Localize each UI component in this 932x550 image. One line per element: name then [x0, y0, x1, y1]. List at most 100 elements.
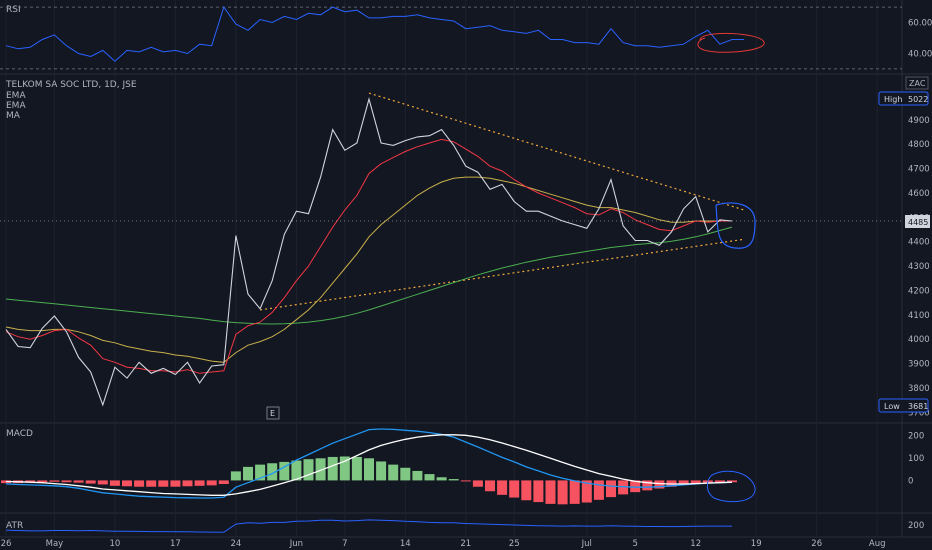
atr-tick-label: 200 [908, 521, 924, 531]
signal-line [5, 434, 733, 496]
macd-histogram-bar [412, 470, 423, 481]
x-tick-label: 26 [811, 539, 822, 549]
macd-histogram-bar [690, 480, 701, 484]
macd-histogram-bar [364, 458, 374, 481]
macd-histogram-bar [569, 480, 580, 504]
low-tag-value: 3681 [908, 402, 928, 411]
macd-histogram-bar [351, 456, 362, 481]
rsi-line [5, 5, 745, 62]
x-tick-label: Aug [869, 539, 886, 549]
x-tick-label: 26 [1, 539, 12, 549]
price-tick-label: 4900 [908, 116, 930, 126]
rsi-annotation-circle [697, 32, 765, 53]
macd-histogram-bar [122, 480, 132, 487]
price-tick-label: 4000 [908, 335, 930, 345]
ma-line [5, 226, 733, 325]
macd-histogram-bar [73, 480, 84, 483]
price-tick-label: 3800 [908, 384, 930, 394]
macd-histogram-bar [557, 480, 568, 505]
macd-annotation-circle [706, 470, 756, 503]
x-tick-label: 25 [509, 539, 520, 549]
macd-histogram-bar [618, 480, 629, 495]
legend-ema-2[interactable]: EMA [6, 101, 26, 111]
low-tag-label: Low [884, 402, 900, 411]
macd-histogram-bar [400, 467, 411, 481]
macd-histogram-bar [109, 480, 120, 486]
x-tick-label: May [46, 539, 64, 549]
macd-histogram-bar [642, 480, 653, 491]
macd-histogram-bar [327, 456, 338, 481]
price-annotation-circle [715, 202, 756, 249]
macd-histogram-bar [714, 480, 725, 483]
price-tick-label: 4800 [908, 140, 930, 150]
x-tick-label: 17 [170, 539, 181, 549]
macd-histogram-bar [545, 480, 556, 504]
macd-histogram-bar [194, 480, 205, 486]
macd-histogram-bar [388, 464, 399, 481]
macd-histogram-bar [97, 480, 108, 485]
macd-histogram-bar [243, 466, 253, 481]
atr-pane [5, 519, 732, 533]
svg-text:E: E [270, 409, 275, 418]
x-tick-label: 5 [632, 539, 637, 549]
macd-pane [1, 428, 737, 505]
macd-label: MACD [6, 429, 33, 439]
legend-ma[interactable]: MA [6, 111, 21, 121]
macd-histogram-bar [581, 480, 592, 503]
macd-histogram-bar [170, 480, 181, 487]
price-tick-label: 4200 [908, 286, 930, 296]
x-tick-label: 10 [109, 539, 120, 549]
macd-histogram-bar [376, 461, 387, 481]
macd-histogram-bar [230, 471, 241, 481]
macd-histogram-bar [630, 480, 641, 493]
macd-histogram-bar [606, 480, 616, 498]
price-line [5, 97, 733, 407]
grid [0, 0, 932, 538]
rsi-tick-label: 40.00 [908, 49, 932, 59]
trendline-1 [260, 238, 745, 311]
macd-histogram-bar [339, 456, 350, 481]
macd-histogram-bar [593, 480, 604, 500]
macd-histogram-bar [521, 480, 532, 501]
macd-histogram-bar [727, 480, 737, 483]
macd-histogram-bar [49, 480, 60, 482]
price-tick-label: 4700 [908, 165, 930, 175]
price-tick-label: 4300 [908, 262, 930, 272]
x-tick-label: 24 [230, 539, 241, 549]
x-tick-label: Jul [581, 539, 592, 549]
rsi-label: RSI [6, 5, 21, 15]
macd-histogram-bar [533, 480, 544, 503]
price-pane [0, 92, 902, 407]
macd-histogram-bar [158, 480, 169, 487]
atr-line [5, 519, 732, 533]
price-tick-label: 3900 [908, 360, 930, 370]
currency-label: ZAC [909, 79, 926, 88]
macd-histogram-bar [182, 480, 193, 487]
chart-title: TELKOM SA SOC LTD, 1D, JSE [5, 80, 137, 90]
earnings-marker[interactable]: E [266, 406, 280, 420]
atr-label: ATR [6, 521, 23, 531]
x-axis[interactable]: 26 May 10 17 24 Jun 7 14 21 25 Jul 5 12 19 26 Aug [1, 539, 886, 549]
x-tick-label: Jun [289, 539, 303, 549]
last-price-tag: 4485 [905, 215, 930, 228]
macd-histogram-bar [654, 480, 665, 489]
macd-histogram-bar [146, 480, 157, 487]
x-tick-label: 12 [690, 539, 701, 549]
x-tick-label: 21 [460, 539, 471, 549]
macd-histogram-bar [255, 464, 266, 481]
macd-histogram-bar [448, 479, 459, 481]
rsi-pane [0, 5, 902, 70]
price-tick-label: 4100 [908, 311, 930, 321]
macd-histogram-bar [436, 477, 447, 481]
macd-tick-label: 200 [908, 431, 924, 441]
macd-histogram-bar [509, 480, 520, 498]
macd-tick-label: 100 [908, 454, 924, 464]
legend-ema-1[interactable]: EMA [6, 91, 26, 101]
x-tick-label: 14 [400, 539, 411, 549]
macd-histogram-bar [37, 480, 48, 483]
macd-histogram-bar [472, 480, 483, 487]
macd-histogram-bar [134, 480, 145, 487]
high-tag: High 5022 [878, 91, 929, 106]
macd-histogram-bar [291, 460, 302, 481]
